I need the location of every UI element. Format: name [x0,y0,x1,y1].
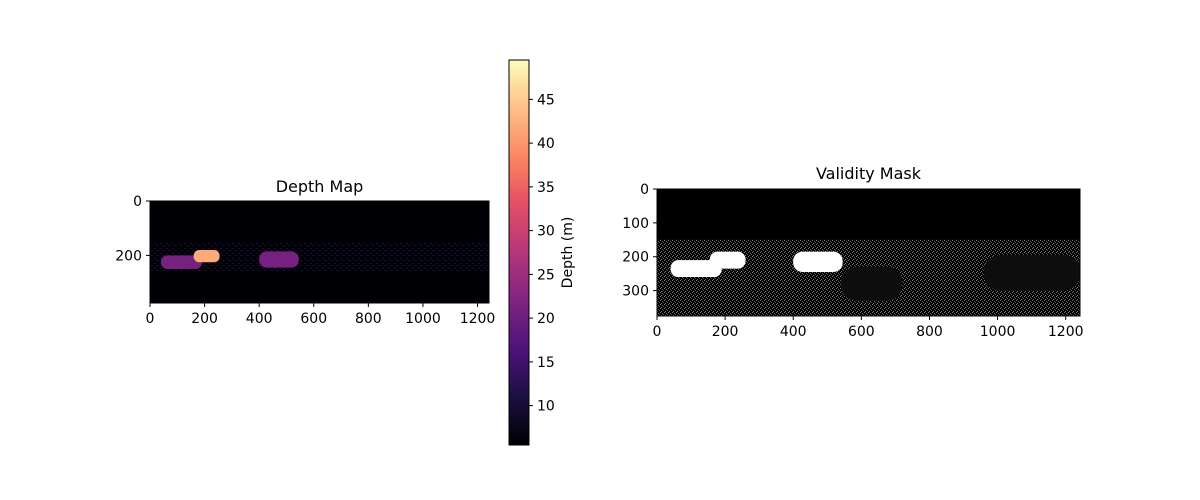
validity-mask-x-tick-label: 1000 [980,324,1016,340]
depth-map-x-axis: 0 200 400 600 800 1000 1200 [146,303,496,327]
colorbar-tick-label: 45 [537,92,555,108]
depth-map-y-tick-label: 200 [115,248,142,264]
validity-mask-x-axis: 0 200 400 600 800 1000 1200 [653,316,1084,340]
depth-map-x-tick-label: 0 [146,311,155,327]
depth-map-y-axis: 0 200 [115,194,150,264]
validity-mask-y-tick-label: 100 [622,216,649,232]
depth-map-x-tick-label: 800 [355,311,382,327]
validity-mask-y-axis: 0 100 200 300 [622,182,657,300]
validity-mask-region-invalid-car-4 [983,255,1080,291]
depth-map-region-car-0 [160,255,202,269]
colorbar-axis: 10 15 20 25 30 35 40 45 [529,92,555,415]
depth-map-region-car-1 [193,249,220,263]
colorbar-label: Depth (m) [560,217,576,289]
validity-mask-x-tick-label: 400 [780,324,807,340]
depth-map-x-tick-label: 1200 [460,311,496,327]
validity-mask-frame [656,188,1081,317]
validity-mask-y-tick-label: 300 [622,284,649,300]
depth-map-panel: Depth Map 0 200 400 600 800 1000 1200 0 200 [115,177,495,327]
depth-map-x-tick-label: 400 [246,311,273,327]
depth-colorbar: 10 15 20 25 30 35 40 45 Depth (m) [508,59,576,446]
colorbar-tick-label: 40 [537,136,555,152]
colorbar-tick-label: 35 [537,180,555,196]
depth-map-frame [149,200,490,304]
validity-mask-y-tick-label: 0 [640,182,649,198]
colorbar-frame [508,59,530,446]
validity-mask-panel: Validity Mask 0 200 400 600 800 1000 1200 0 100… [622,164,1083,340]
depth-map-y-tick-label: 0 [133,194,142,210]
depth-map-region-car-2 [259,251,299,268]
colorbar-tick-label: 30 [537,224,555,240]
colorbar-tick-label: 15 [537,355,555,371]
depth-map-x-tick-label: 1000 [405,311,441,327]
depth-map-title: Depth Map [276,177,364,196]
validity-mask-x-tick-label: 0 [653,324,662,340]
depth-map-x-tick-label: 600 [300,311,327,327]
validity-mask-region-valid-car-0 [670,260,722,278]
depth-map-regions [150,241,489,272]
validity-mask-title: Validity Mask [816,164,922,183]
colorbar-tick-label: 10 [537,399,555,415]
validity-mask-y-tick-label: 200 [622,250,649,266]
validity-mask-x-tick-label: 1200 [1048,324,1084,340]
validity-mask-x-tick-label: 800 [916,324,943,340]
validity-mask-region-valid-car-1 [709,251,746,269]
colorbar-tick-label: 25 [537,267,555,283]
validity-mask-regions [657,239,1080,316]
validity-mask-x-tick-label: 200 [712,324,739,340]
validity-mask-region-invalid-car-3 [840,266,903,301]
colorbar-gradient [509,60,529,445]
validity-mask-region-valid-car-2 [793,251,843,272]
colorbar-tick-label: 20 [537,311,555,327]
validity-mask-x-tick-label: 600 [848,324,875,340]
depth-map-x-tick-label: 200 [191,311,218,327]
